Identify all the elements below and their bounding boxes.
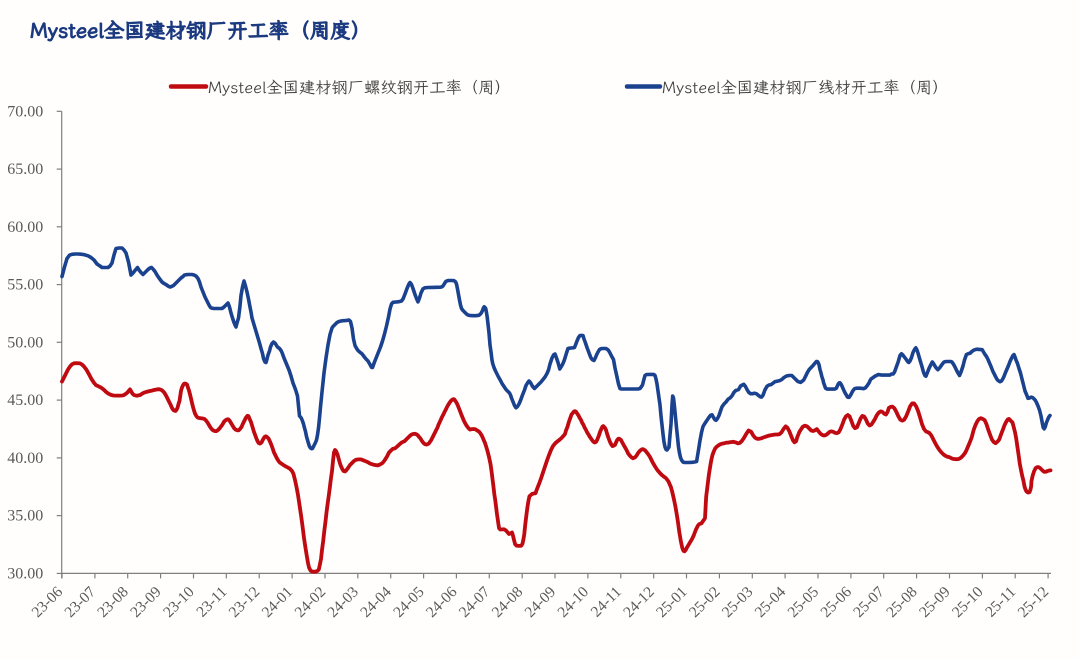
- svg-text:45.00: 45.00: [7, 392, 43, 409]
- svg-text:70.00: 70.00: [7, 103, 43, 120]
- svg-text:55.00: 55.00: [7, 277, 43, 294]
- svg-text:65.00: 65.00: [7, 161, 43, 178]
- svg-text:60.00: 60.00: [7, 219, 43, 236]
- svg-text:50.00: 50.00: [7, 334, 43, 351]
- svg-text:30.00: 30.00: [7, 565, 43, 582]
- svg-text:35.00: 35.00: [7, 508, 43, 525]
- svg-text:40.00: 40.00: [7, 450, 43, 467]
